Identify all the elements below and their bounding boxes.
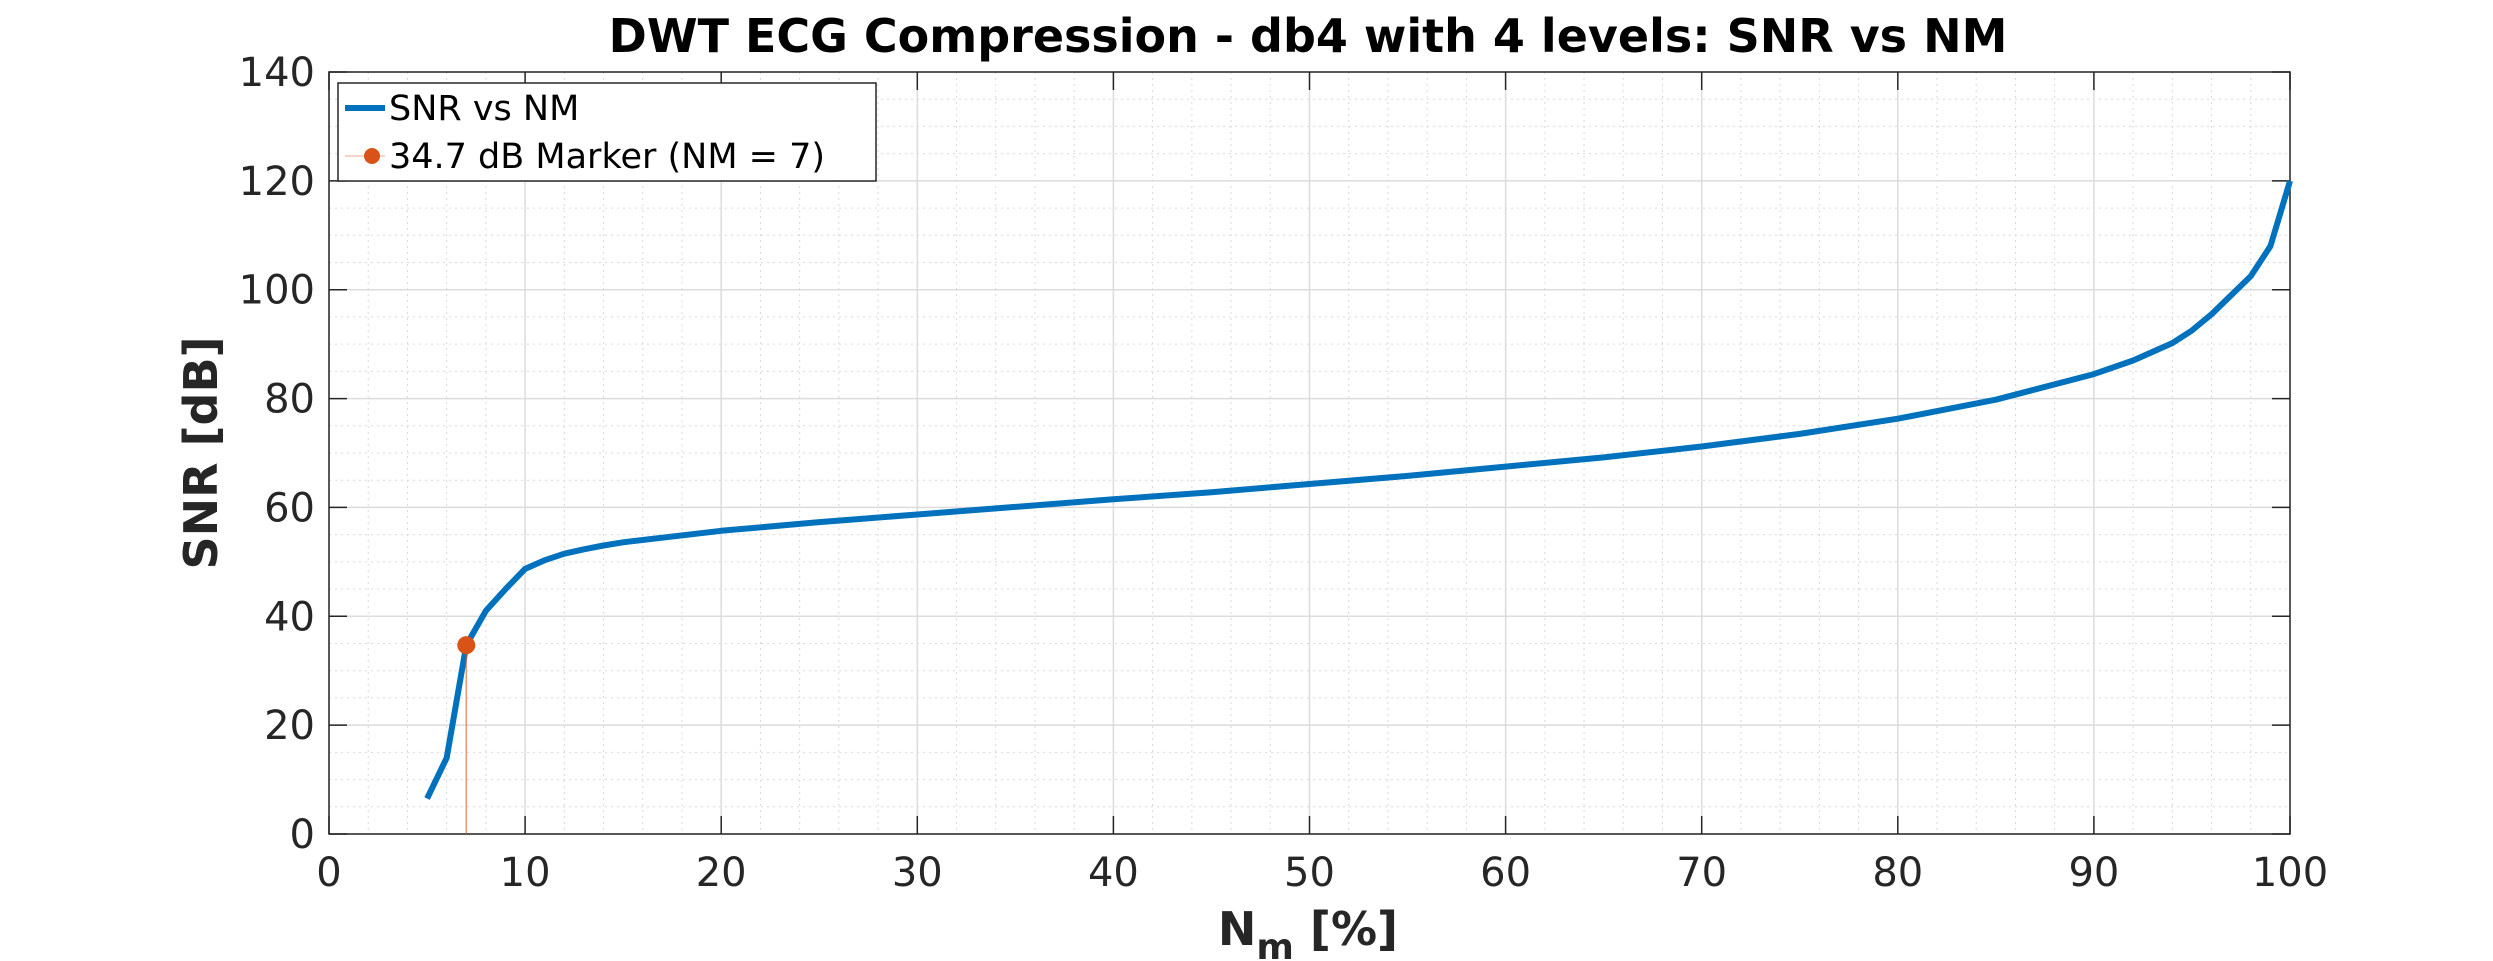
legend-label-marker: 34.7 dB Marker (NM = 7) xyxy=(389,137,825,177)
y-tick-label: 140 xyxy=(239,50,315,96)
x-tick-label: 70 xyxy=(1676,850,1727,896)
y-tick-label: 60 xyxy=(264,485,315,531)
x-tick-label: 0 xyxy=(316,850,341,896)
x-tick-label: 20 xyxy=(696,850,747,896)
marker-layer xyxy=(457,636,476,834)
minor-grid xyxy=(329,72,2290,834)
x-tick-label: 80 xyxy=(1872,850,1923,896)
x-tick-label: 90 xyxy=(2068,850,2119,896)
y-tick-label: 40 xyxy=(264,594,315,640)
x-axis-label-subscript: m xyxy=(1256,927,1294,961)
y-tick-label: 20 xyxy=(264,703,315,749)
series-line-snr-vs-nm xyxy=(424,180,2293,800)
y-tick-label: 0 xyxy=(290,812,315,858)
x-tick-label: 10 xyxy=(500,850,551,896)
x-tick-label: 40 xyxy=(1088,850,1139,896)
y-tick-label: 100 xyxy=(239,268,315,314)
marker-point xyxy=(457,636,476,655)
x-tick-label: 60 xyxy=(1480,850,1531,896)
x-tick-label: 50 xyxy=(1284,850,1335,896)
series-layer xyxy=(424,180,2293,800)
y-axis-label: SNR [dB] xyxy=(174,336,228,569)
chart-title: DWT ECG Compression - db4 with 4 levels:… xyxy=(609,9,2008,63)
legend-dot-marker xyxy=(364,148,380,164)
y-axis-ticks: 0 20 40 60 80 100 120 140 xyxy=(239,50,2290,858)
x-axis-ticks: 0 10 20 30 40 50 60 70 80 90 100 xyxy=(316,72,2328,896)
legend-box xyxy=(337,82,877,182)
x-tick-label: 100 xyxy=(2252,850,2328,896)
y-tick-label: 120 xyxy=(239,159,315,205)
x-axis-label-main: N xyxy=(1218,902,1257,956)
legend: SNR vs NM 34.7 dB Marker (NM = 7) xyxy=(337,82,877,182)
x-axis-label-suffix: [%] xyxy=(1294,902,1398,956)
legend-label-snr: SNR vs NM xyxy=(389,89,579,129)
x-tick-label: 30 xyxy=(892,850,943,896)
y-tick-label: 80 xyxy=(264,377,315,423)
x-axis-label: Nm [%] xyxy=(1218,902,1398,961)
